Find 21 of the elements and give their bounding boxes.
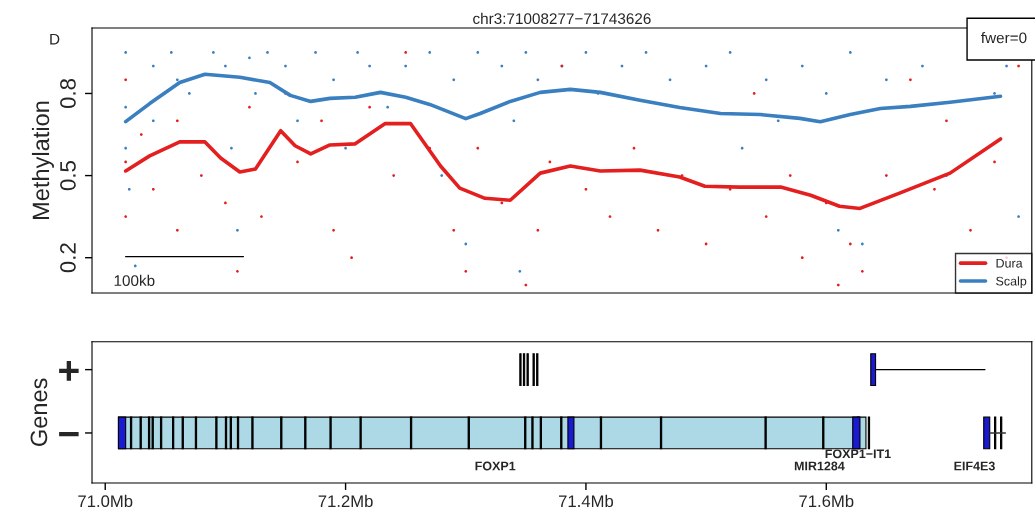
x-tick-label: 71.4Mb (559, 494, 614, 508)
y-tick-label: 0.8 (60, 78, 76, 109)
y-tick-label: + (59, 360, 79, 381)
annotation: 100kb (114, 274, 155, 287)
annotation: MIR1284 (794, 461, 845, 471)
legend-label: Scalp (996, 276, 1027, 289)
annotation: EIF4E3 (954, 461, 995, 471)
y-tick-label: 0.2 (60, 243, 76, 273)
x-tick-label: 71.2Mb (318, 494, 373, 508)
annotation: FOXP1 (475, 461, 516, 471)
y-axis-title: Genes (30, 378, 48, 446)
x-tick-label: 71.0Mb (78, 494, 133, 508)
chart-title: chr3:71008277−71743626 (473, 12, 651, 25)
y-tick-label: 0.5 (60, 161, 76, 191)
text: D (50, 33, 60, 45)
annotation: FOXP1−IT1 (825, 449, 891, 459)
annotation: fwer=0 (981, 32, 1027, 44)
y-axis-title: Methylation (31, 101, 54, 219)
x-tick-label: 71.6Mb (799, 494, 854, 508)
legend-label: Dura (996, 258, 1023, 268)
y-tick-label: − (59, 432, 79, 437)
